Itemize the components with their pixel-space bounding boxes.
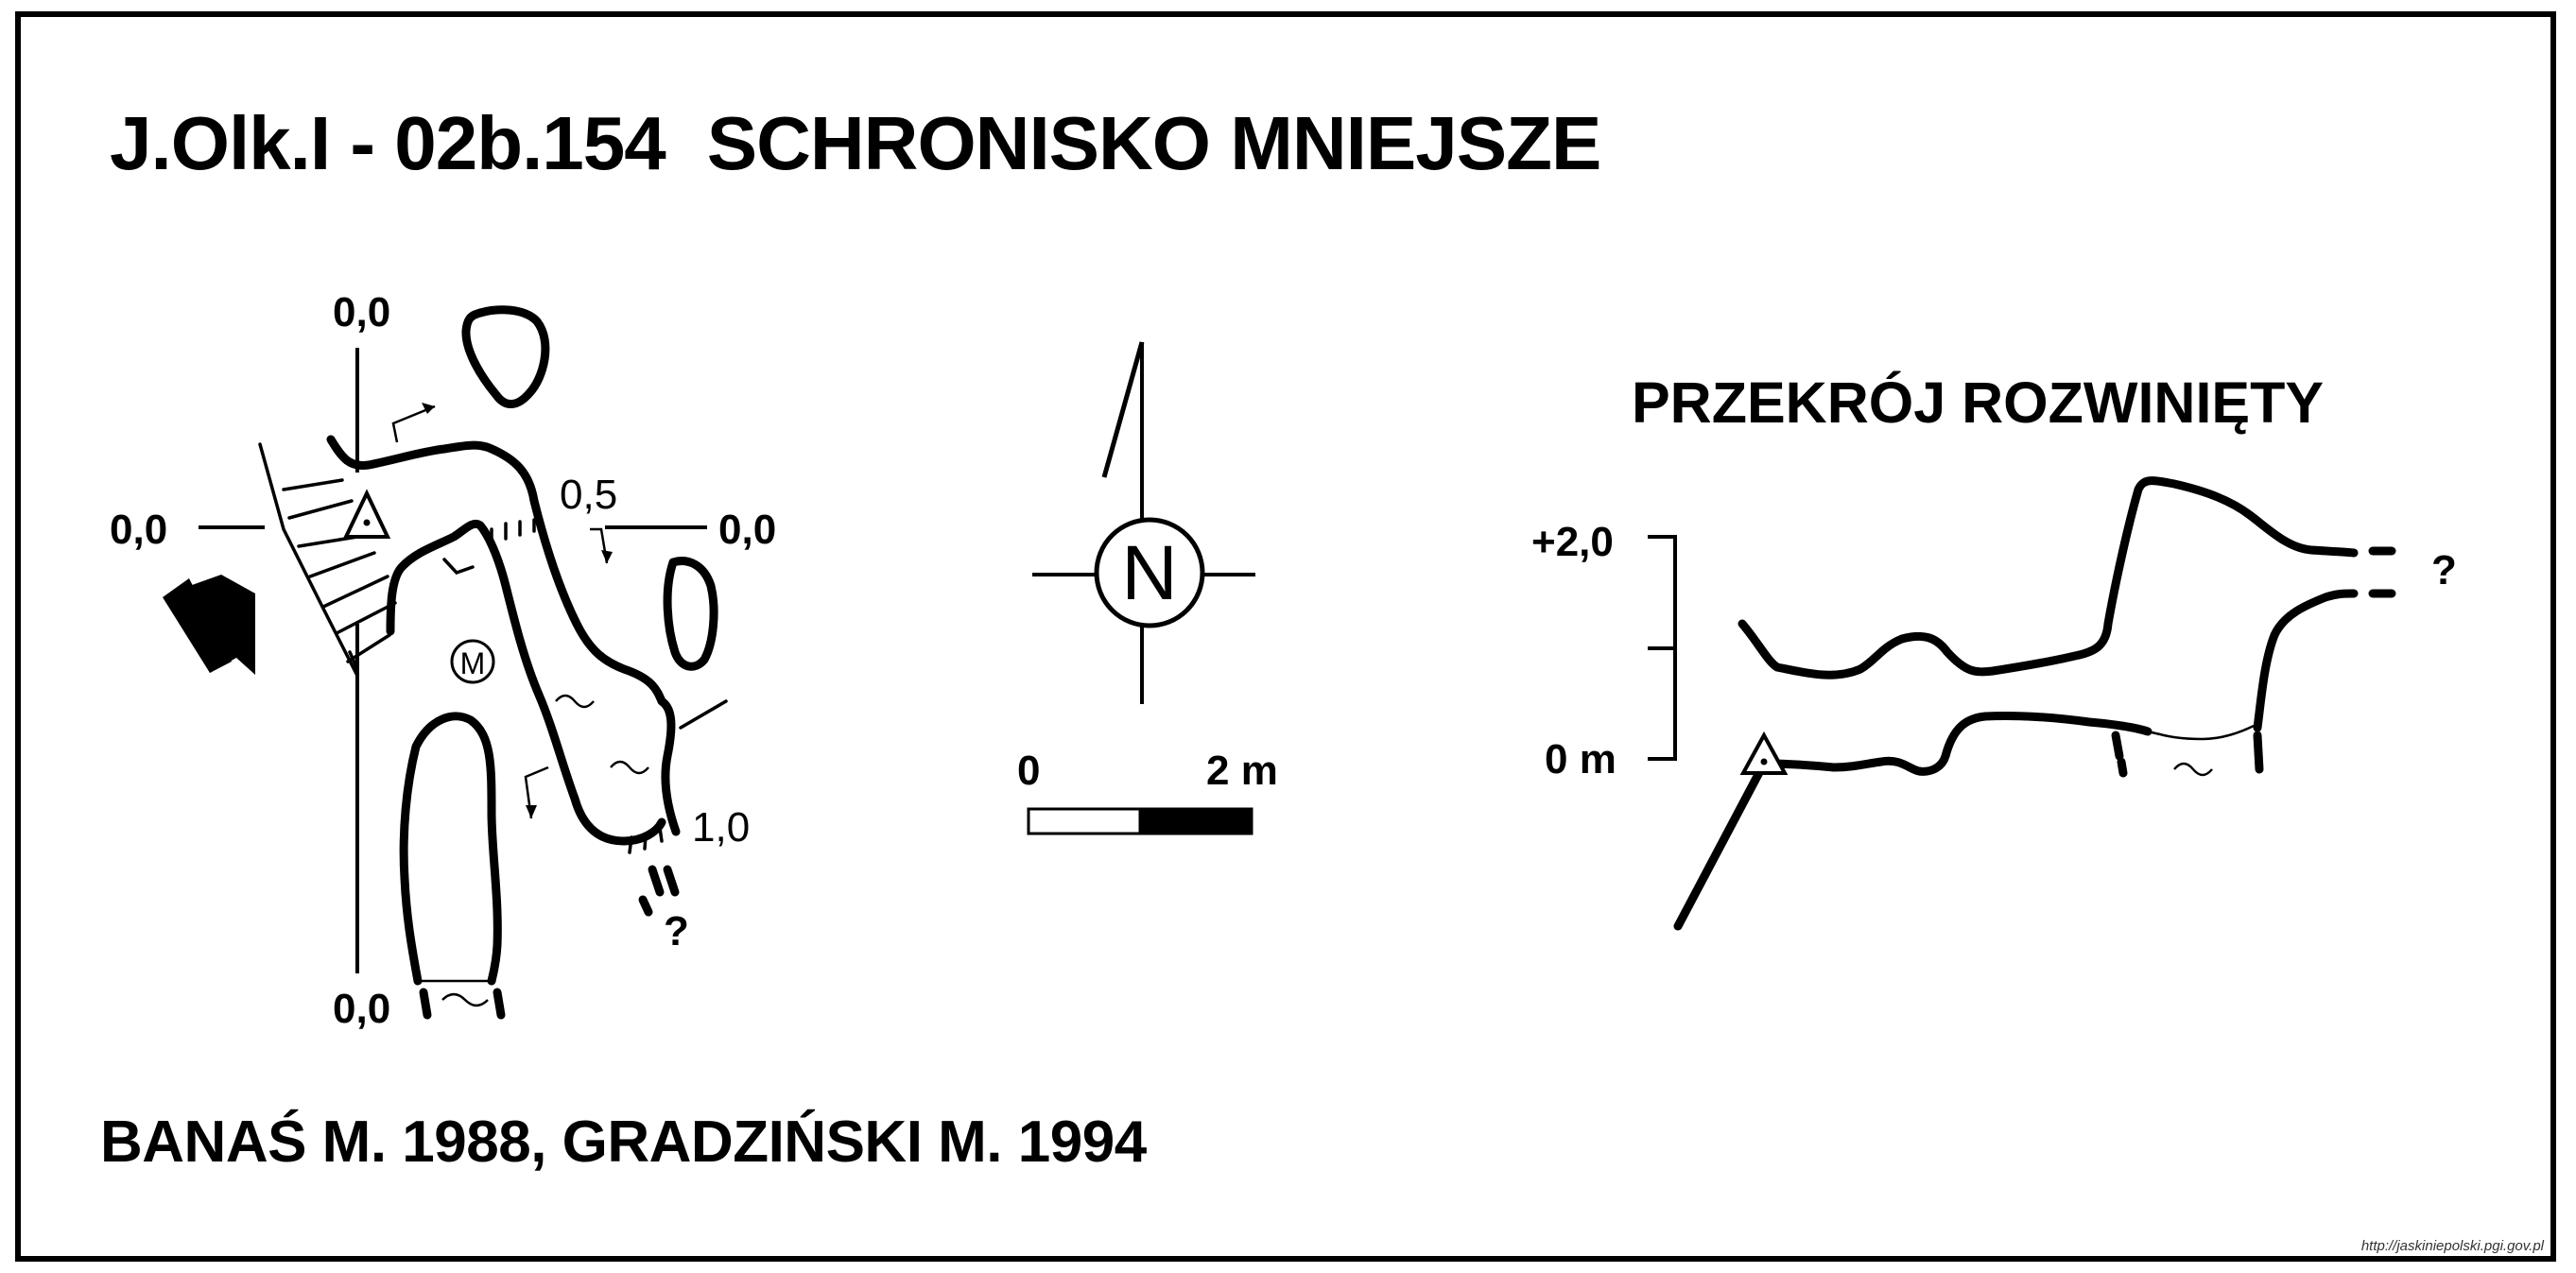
rock-pillar-lower <box>399 712 502 986</box>
compass-circle-icon <box>1094 517 1205 628</box>
section-ceiling <box>1738 476 2359 680</box>
compass-letter: N <box>1121 530 1177 616</box>
pool-dash-left <box>419 988 432 1020</box>
credits-text: BANAŚ M. 1988, GRADZIŃSKI M. 1994 <box>100 1110 1147 1175</box>
section-dash-left <box>2111 731 2124 761</box>
cave-wall-lower <box>386 520 666 846</box>
cave-title: J.Olk.I - 02b.154 SCHRONISKO MNIEJSZE <box>110 106 1601 181</box>
entrance-arrow-shaft-icon <box>163 578 232 673</box>
cave-id: J.Olk.I - 02b.154 <box>110 101 666 185</box>
scale-bar: 0 2 m <box>1017 748 1278 835</box>
scale-start-label: 0 <box>1017 748 1040 794</box>
slope-hatching <box>258 442 397 678</box>
depth-label-right: 0,0 <box>718 507 776 553</box>
passage-marker-letter: M <box>460 646 486 680</box>
depth-label-bottom: 0,0 <box>333 986 390 1032</box>
cave-plan: 0,0 0,0 0,0 0,0 0,5 1,0 <box>110 289 776 1032</box>
plan-question-mark: ? <box>664 908 689 955</box>
section-title: PRZEKRÓJ ROZWINIĘTY <box>1632 370 2325 435</box>
scale-end-label: 2 m <box>1206 748 1278 794</box>
section-dash-right <box>2253 731 2264 774</box>
cave-name: SCHRONISKO MNIEJSZE <box>706 101 1602 185</box>
sediment-mark-1 <box>555 694 595 709</box>
section-question-mark: ? <box>2431 547 2457 593</box>
slope-arrow-1-icon <box>391 403 436 443</box>
rock-pillar-right <box>663 557 718 671</box>
map-frame <box>15 11 2556 1262</box>
water-surface <box>2147 724 2255 741</box>
slope-arrow-3-icon <box>524 766 549 819</box>
elevation-upper-label: +2,0 <box>1531 519 1614 565</box>
entrance-triangle-icon <box>342 489 391 539</box>
compass: N <box>1032 341 1255 704</box>
depth-label-left: 0,0 <box>110 507 167 553</box>
cave-wall-upper <box>326 435 681 836</box>
developed-section: +2,0 0 m ? <box>1531 476 2457 931</box>
passage-marker-icon <box>450 639 495 684</box>
north-needle-icon <box>1101 341 1145 478</box>
depth-label-deep: 1,0 <box>692 804 750 851</box>
section-entrance-triangle-icon <box>1739 731 1789 775</box>
depth-label-mid: 0,5 <box>560 472 617 518</box>
rock-pillar-top <box>461 305 550 408</box>
unexplored-continuation <box>638 865 680 917</box>
source-url: http://jaskiniepolski.pgi.gov.pl <box>2360 1238 2544 1254</box>
depth-label-top: 0,0 <box>333 289 390 335</box>
wall-tick-right <box>679 699 728 730</box>
pool-dash-right <box>493 988 506 1020</box>
elevation-lower-label: 0 m <box>1545 736 1616 783</box>
section-floor-upper <box>2253 589 2359 732</box>
chamber-corner <box>442 558 475 576</box>
section-floor <box>1673 711 2152 931</box>
sediment-mark-2 <box>610 760 649 775</box>
sediment-mark-3 <box>441 992 489 1007</box>
slope-arrow-2-icon <box>590 527 613 564</box>
ledge-ticks <box>490 518 664 854</box>
section-sediment-mark <box>2173 762 2213 777</box>
